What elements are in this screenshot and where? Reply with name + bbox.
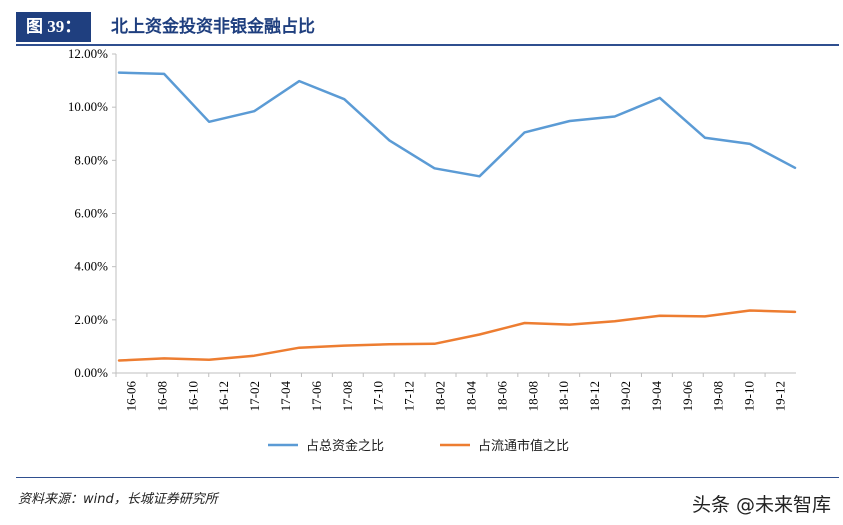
x-tick-label: 18-04 bbox=[463, 381, 478, 412]
legend-label-1: 占总资金之比 bbox=[306, 438, 384, 454]
y-tick-label: 4.00% bbox=[74, 259, 108, 274]
x-tick-label: 17-10 bbox=[371, 381, 386, 411]
x-tick-label: 17-08 bbox=[340, 381, 355, 411]
x-tick-label: 17-02 bbox=[247, 381, 262, 411]
y-tick-label: 0.00% bbox=[74, 365, 108, 380]
line-chart: 0.00% 2.00% 4.00% 6.00% 8.00% 10.00% 12.00% 16-… bbox=[68, 46, 797, 454]
series-line-1 bbox=[117, 71, 797, 178]
x-tick-label: 16-08 bbox=[154, 381, 169, 411]
y-tick-label: 6.00% bbox=[74, 206, 108, 221]
x-tick-label: 19-10 bbox=[742, 381, 757, 411]
x-tick-label: 17-12 bbox=[402, 381, 417, 411]
x-tick-label: 19-08 bbox=[711, 381, 726, 411]
figure-number: 图 39： bbox=[16, 12, 92, 42]
figure-title: 北上资金投资非银金融占比 bbox=[111, 17, 315, 37]
x-tick-label: 18-06 bbox=[494, 381, 509, 412]
x-tick-label: 19-12 bbox=[773, 381, 788, 411]
x-tick-label: 16-06 bbox=[123, 381, 138, 412]
y-tick-label: 10.00% bbox=[68, 99, 108, 114]
y-tick-label: 2.00% bbox=[74, 312, 108, 327]
source-note: 资料来源：wind，长城证券研究所 bbox=[18, 492, 218, 507]
x-tick-label: 17-06 bbox=[309, 381, 324, 412]
series-line-2 bbox=[117, 309, 797, 362]
x-tick-label: 16-12 bbox=[216, 381, 231, 411]
x-tick-label: 19-02 bbox=[618, 381, 633, 411]
x-tick-label: 18-12 bbox=[587, 381, 602, 411]
legend-label-2: 占流通市值之比 bbox=[478, 438, 569, 454]
x-tick-label: 19-06 bbox=[680, 381, 695, 412]
y-tick-label: 12.00% bbox=[68, 46, 108, 61]
x-tick-label: 19-04 bbox=[649, 381, 664, 412]
x-tick-label: 18-02 bbox=[433, 381, 448, 411]
figure-header: 图 39： 北上资金投资非银金融占比 bbox=[16, 12, 839, 46]
x-tick-label: 18-10 bbox=[556, 381, 571, 411]
y-tick-label: 8.00% bbox=[74, 152, 108, 167]
footer-divider bbox=[16, 477, 839, 478]
x-tick-label: 17-04 bbox=[278, 381, 293, 412]
watermark: 头条 @未来智库 bbox=[691, 494, 831, 516]
x-tick-label: 18-08 bbox=[525, 381, 540, 411]
x-tick-label: 16-10 bbox=[185, 381, 200, 411]
